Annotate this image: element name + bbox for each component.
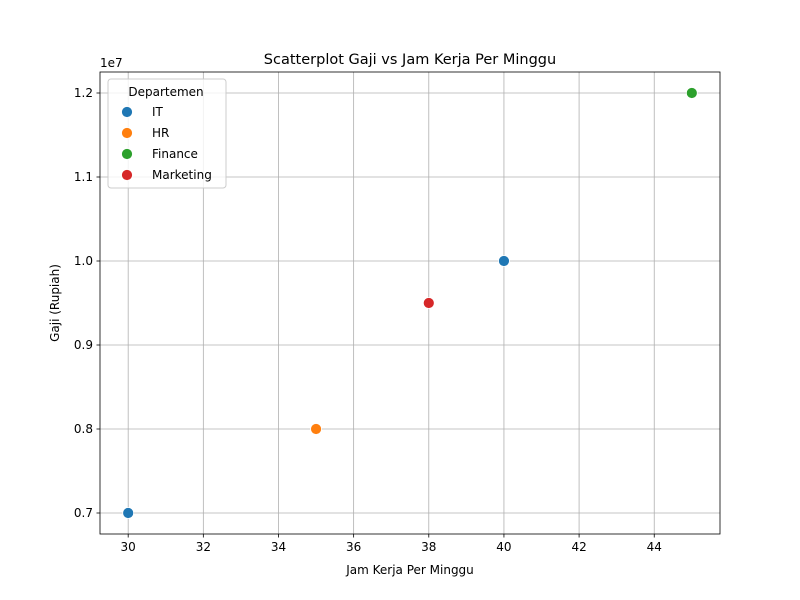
legend-marker-it	[121, 106, 133, 118]
data-point-finance	[685, 87, 698, 99]
data-point-it	[498, 255, 510, 267]
plot-frame	[99, 71, 721, 535]
chart-title: Scatterplot Gaji vs Jam Kerja Per Minggu	[264, 52, 556, 68]
y-tick-label: 0.9	[74, 338, 93, 352]
axes: 30 32 34 36 38 40 42 44 0.7 0.8 0.9 1.0 1.1 1.2	[74, 71, 721, 554]
legend-marker-hr	[121, 127, 133, 139]
x-axis-title: Jam Kerja Per Minggu	[345, 563, 474, 577]
legend-label: IT	[152, 105, 164, 119]
data-points	[122, 87, 698, 519]
data-point-hr	[310, 423, 322, 435]
legend-label: Finance	[152, 147, 198, 161]
legend-marker-finance	[121, 148, 133, 160]
y-offset-label: 1e7	[100, 56, 123, 70]
legend-frame	[107, 78, 227, 189]
y-tick-label: 1.2	[74, 86, 93, 100]
x-tick-label: 40	[496, 540, 511, 554]
data-point-it	[122, 507, 135, 519]
y-tick-label: 0.8	[74, 422, 93, 436]
legend-marker-marketing	[121, 169, 133, 181]
x-tick-label: 36	[346, 540, 361, 554]
x-tick-label: 30	[121, 540, 136, 554]
x-tick-label: 38	[421, 540, 436, 554]
y-tick-label: 1.0	[74, 254, 93, 268]
y-tick-label: 0.7	[74, 506, 93, 520]
x-tick-label: 34	[271, 540, 286, 554]
x-tick-label: 32	[196, 540, 211, 554]
legend-items: IT HR Finance Marketing	[121, 105, 212, 182]
y-axis-title: Gaji (Rupiah)	[48, 264, 62, 342]
data-point-marketing	[422, 297, 435, 309]
y-tick-label: 1.1	[74, 170, 93, 184]
legend: Departemen IT HR Finance Marketing	[107, 78, 227, 189]
legend-label: HR	[152, 126, 169, 140]
legend-title: Departemen	[128, 85, 203, 99]
x-tick-label: 42	[571, 540, 586, 554]
x-tick-label: 44	[647, 540, 662, 554]
legend-label: Marketing	[152, 168, 212, 182]
